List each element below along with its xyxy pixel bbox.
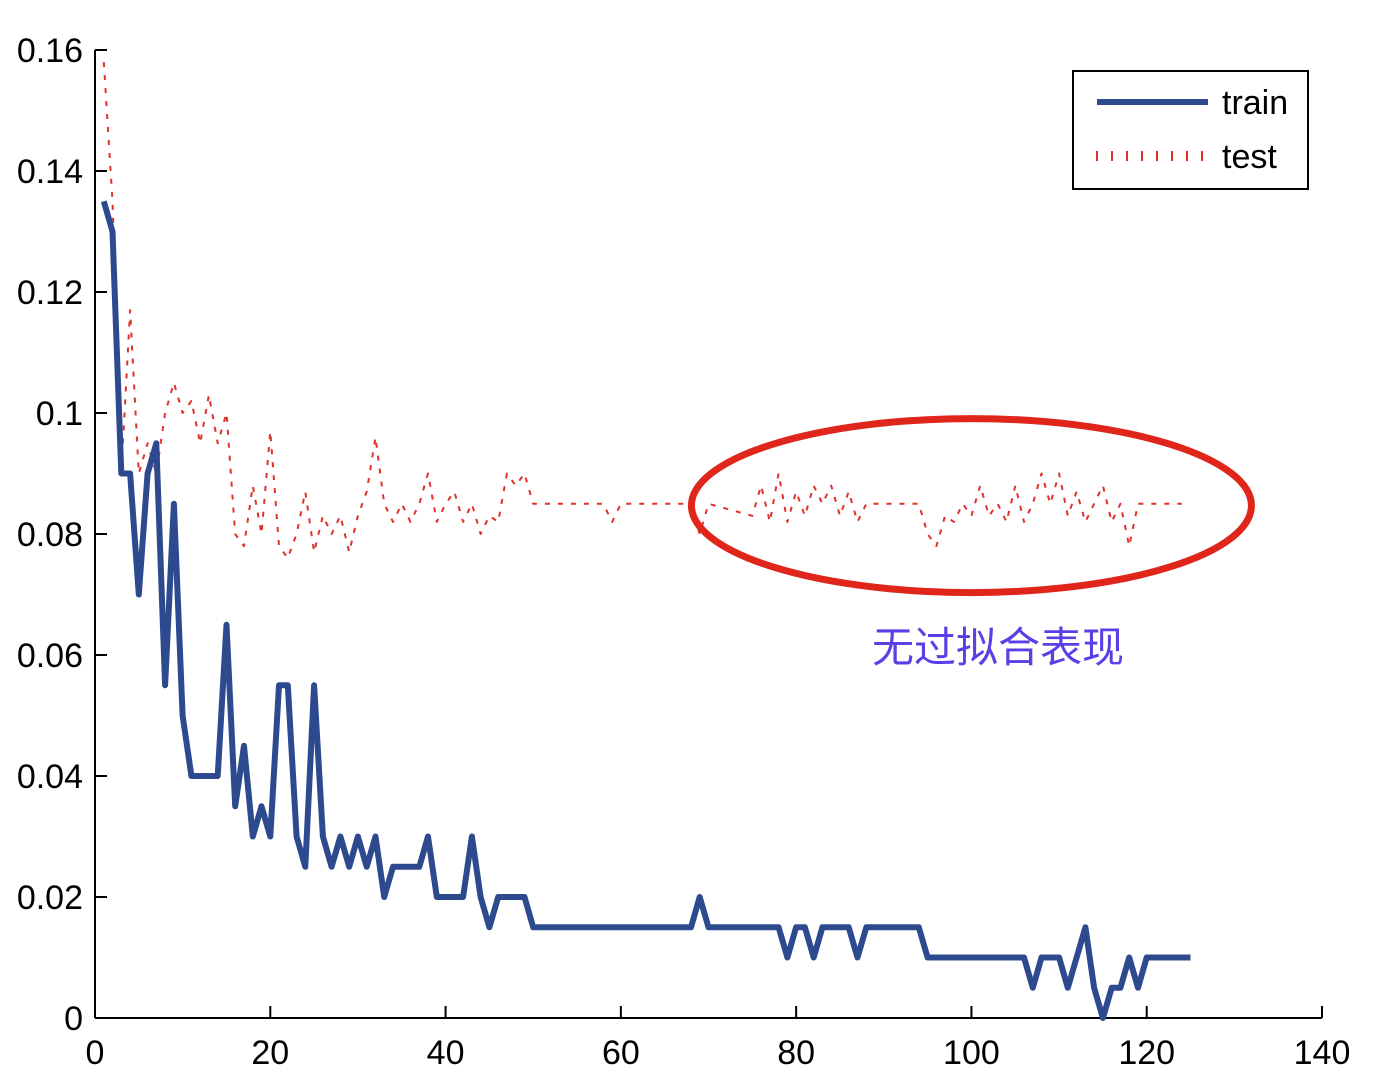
x-tick-label: 120	[1118, 1034, 1175, 1072]
x-tick-label: 20	[251, 1034, 289, 1072]
y-tick-label: 0	[64, 1000, 83, 1038]
y-tick-label: 0.04	[17, 758, 83, 796]
series-line-test	[102, 62, 1182, 560]
x-tick-label: 40	[427, 1034, 465, 1072]
x-tick-label: 60	[602, 1034, 640, 1072]
x-tick-label: 140	[1294, 1034, 1351, 1072]
legend-box	[1072, 70, 1309, 190]
legend-label-test: test	[1222, 138, 1277, 176]
highlight-layer	[687, 415, 1255, 597]
y-tick-label: 0.12	[17, 274, 83, 312]
legend: train test	[1072, 70, 1309, 190]
y-tick-label: 0.02	[17, 879, 83, 917]
highlight-ellipse	[687, 415, 1255, 597]
x-tick-label: 100	[943, 1034, 1000, 1072]
annotation-label: 无过拟合表现	[872, 623, 1124, 672]
y-tick-label: 0.16	[17, 32, 83, 70]
x-tick-label: 0	[86, 1034, 105, 1072]
y-tick-label: 0.06	[17, 637, 83, 675]
y-tick-label: 0.1	[36, 395, 83, 433]
axes: 0 20 40 60 80 100 120 140 0 0.02 0.04 0.06 0.08 0.1 0.…	[17, 32, 1351, 1072]
legend-label-train: train	[1222, 84, 1288, 122]
series-layer	[100, 62, 1191, 1021]
series-line-train	[100, 200, 1191, 1021]
y-tick-label: 0.14	[17, 153, 83, 191]
y-tick-label: 0.08	[17, 516, 83, 554]
x-tick-label: 80	[777, 1034, 815, 1072]
